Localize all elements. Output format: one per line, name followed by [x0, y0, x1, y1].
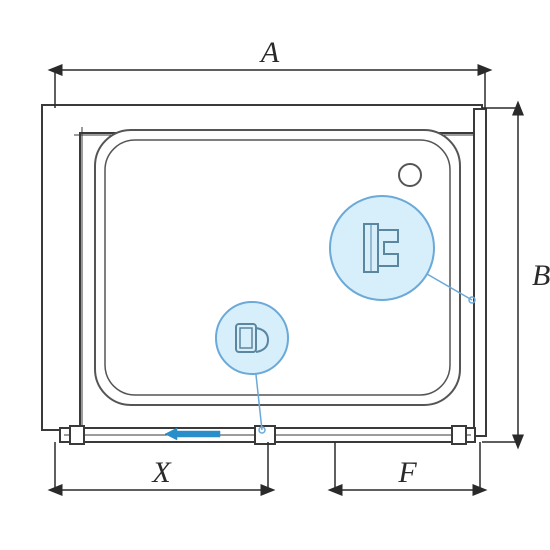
svg-text:B: B: [532, 259, 550, 292]
svg-text:X: X: [151, 456, 172, 489]
svg-text:F: F: [397, 456, 417, 489]
svg-text:A: A: [259, 36, 280, 69]
right-panel: [474, 109, 486, 436]
track-stop-0: [70, 426, 84, 444]
track-stop-1: [452, 426, 466, 444]
